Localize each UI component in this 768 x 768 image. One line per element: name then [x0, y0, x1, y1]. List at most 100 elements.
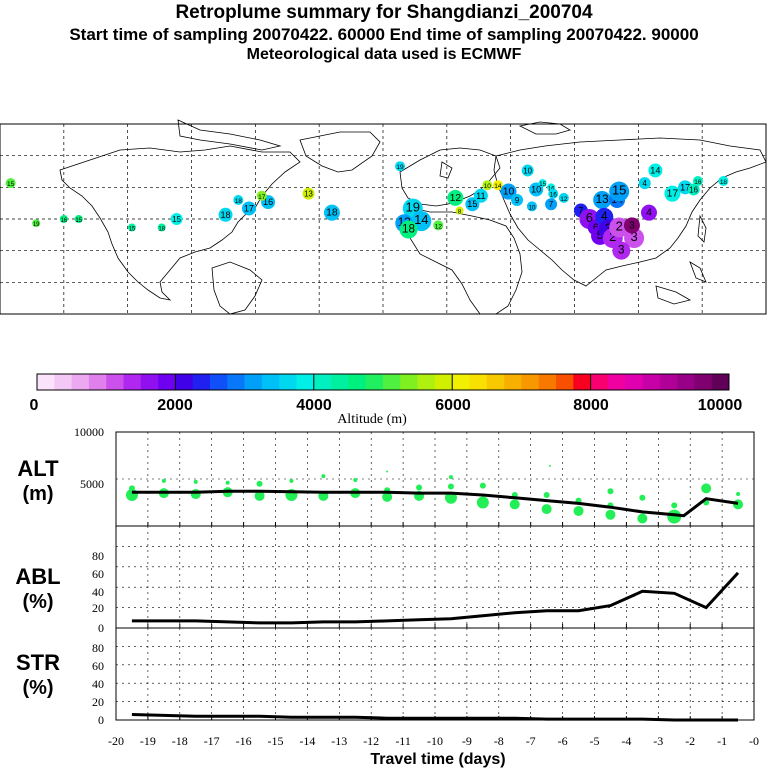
alt-plume-point	[289, 478, 294, 483]
sampling-times: Start time of sampling 20070422. 60000 E…	[69, 25, 699, 44]
x-tick-label: -15	[268, 734, 284, 748]
plume-marker	[473, 188, 488, 203]
panel-gridlines	[115, 432, 755, 720]
str-ytick-40: 40	[92, 677, 104, 691]
x-tick-label: -0	[749, 734, 759, 748]
cb-tick-2000: 2000	[157, 397, 193, 414]
x-tick-label: -19	[140, 734, 156, 748]
str-label: STR	[16, 650, 60, 675]
colorbar-swatch	[71, 374, 90, 390]
plume-marker	[233, 195, 244, 205]
alt-plume-point	[736, 492, 741, 497]
alt-plume-point	[637, 513, 648, 524]
alt-plume-point	[607, 488, 614, 495]
plume-marker	[241, 201, 256, 216]
x-tick-label: -12	[363, 734, 379, 748]
colorbar-swatch	[521, 374, 539, 390]
colorbar-frame	[36, 373, 730, 391]
str-unit: (%)	[22, 677, 53, 699]
plume-day-label: 2	[616, 218, 623, 233]
colorbar-swatch	[625, 374, 643, 390]
alt-plume-point	[543, 491, 550, 498]
plume-day-label: 19	[406, 199, 420, 214]
alt-plume-point	[193, 479, 198, 484]
colorbar-swatch	[677, 374, 695, 390]
plume-day-label: 4	[646, 208, 652, 219]
x-tick-label: -4	[621, 734, 631, 748]
colorbar-swatch	[106, 374, 124, 390]
plume-day-label: 8	[458, 210, 462, 216]
cb-tick-8000: 8000	[573, 397, 609, 414]
plume-marker	[609, 181, 630, 202]
plume-marker	[526, 201, 537, 212]
cb-tick-4000: 4000	[296, 397, 332, 414]
alt-plume-point	[225, 480, 230, 485]
x-tick-label: -9	[462, 734, 472, 748]
plume-marker	[157, 223, 166, 232]
plume-marker	[718, 176, 729, 186]
plume-day-label: 18	[220, 210, 230, 220]
colorbar-swatch	[556, 374, 574, 390]
abl-panel-frame	[115, 525, 755, 629]
plume-markers: 1519161515181518171816171318191914131812…	[5, 161, 729, 260]
colorbar-swatch	[37, 374, 55, 390]
colorbar-swatch	[417, 374, 436, 390]
colorbar-swatch	[261, 374, 280, 390]
alt-plume-point	[671, 502, 678, 509]
alt-plume-point	[476, 496, 489, 509]
x-tick-label: -16	[236, 734, 252, 748]
x-tick-label: -2	[685, 734, 695, 748]
plume-day-label: 14	[650, 165, 660, 175]
colorbar-swatch	[54, 374, 72, 390]
plume-marker	[623, 217, 640, 234]
colorbar-swatch	[123, 374, 142, 390]
colorbar-swatch	[469, 374, 488, 390]
plume-marker	[648, 163, 663, 178]
colorbar-swatch	[538, 374, 557, 390]
x-tick-label: -5	[590, 734, 600, 748]
x-tick-label: -17	[204, 734, 220, 748]
colorbar-swatch	[296, 374, 315, 390]
colorbar-swatch	[486, 374, 505, 390]
alt-label: ALT	[17, 456, 59, 481]
plume-marker	[74, 215, 83, 223]
colorbar-swatch	[192, 374, 211, 390]
alt-unit: (m)	[22, 483, 53, 505]
colorbar-swatch	[88, 374, 107, 390]
plume-day-label: 17	[667, 189, 679, 200]
x-tick-label: -6	[558, 734, 568, 748]
plume-day-label: 18	[402, 223, 415, 236]
alt-plume-point	[386, 470, 389, 473]
plume-marker	[455, 206, 464, 215]
alt-plume-point	[541, 504, 552, 515]
plume-marker	[395, 161, 406, 172]
plume-day-label: 15	[612, 183, 626, 198]
plume-day-label: 15	[172, 215, 181, 224]
colorbar-swatch	[313, 374, 332, 390]
colorbar-swatch	[383, 374, 401, 390]
alt-plume-point	[605, 509, 616, 520]
colorbar-swatch	[175, 374, 193, 390]
plume-day-label: 16	[694, 179, 702, 186]
plume-day-label: 3	[629, 220, 635, 231]
x-tick-label: -20	[108, 734, 124, 748]
alt-ytick-10000: 10000	[74, 425, 104, 439]
alt-plume-point	[509, 499, 520, 510]
plume-day-label: 10	[503, 187, 515, 198]
plume-day-label: 18	[158, 226, 165, 232]
x-tick-label: -8	[494, 734, 504, 748]
colorbar-swatch	[279, 374, 297, 390]
abl-label: ABL	[15, 564, 60, 589]
alt-plume-point	[548, 464, 551, 467]
plume-day-label: 9	[515, 196, 519, 205]
plume-marker	[609, 217, 630, 238]
plume-day-label: 18	[326, 208, 338, 219]
plume-day-label: 10	[531, 184, 541, 194]
plume-marker	[492, 180, 503, 191]
x-tick-label: -11	[395, 734, 411, 748]
plume-day-label: 3	[605, 221, 612, 236]
plume-day-label: 17	[258, 194, 266, 201]
plume-marker	[256, 190, 267, 201]
plume-day-label: 15	[539, 182, 546, 188]
plume-day-label: 4	[643, 179, 648, 188]
